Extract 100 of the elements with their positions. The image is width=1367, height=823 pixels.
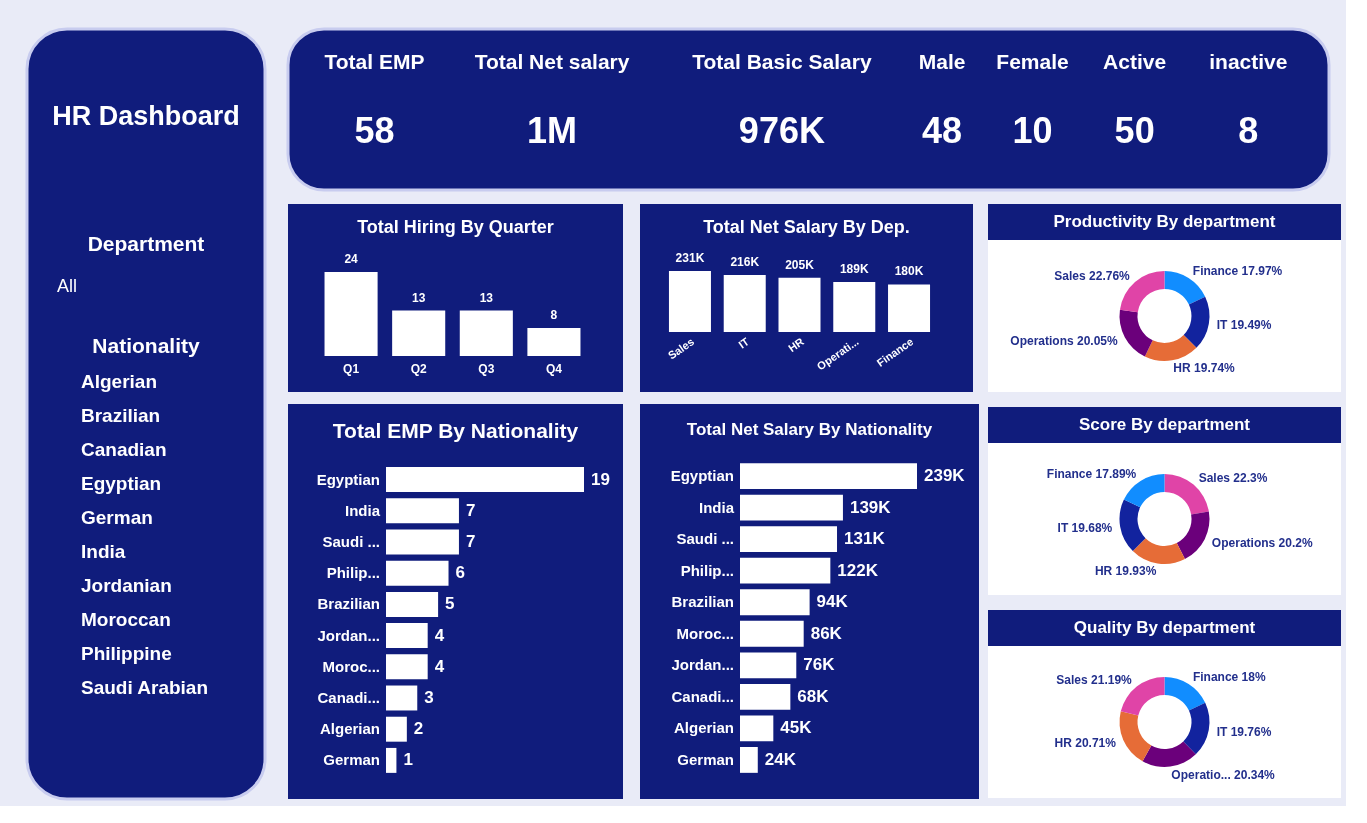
- text: All: [57, 276, 78, 296]
- data-label: 7: [465, 532, 476, 551]
- chart-title: Total Net Salary By Dep.: [703, 217, 910, 237]
- data-label: 45K: [780, 718, 813, 738]
- data-label: 13: [479, 290, 494, 305]
- x-tick-label: Q2: [410, 362, 428, 376]
- data-label: 13: [412, 290, 426, 305]
- y-tick-label: Jordan...: [317, 626, 380, 644]
- bar: [740, 557, 831, 584]
- slice-label: HR 19.93%: [1094, 564, 1157, 579]
- donut-slice: [1144, 335, 1197, 361]
- category-label: Total EMP: [324, 50, 425, 73]
- data-label: 139K: [849, 497, 892, 517]
- x-tick-label: Q1: [343, 362, 360, 376]
- data-label: 24K: [764, 749, 797, 769]
- category-label: India: [81, 541, 126, 562]
- chart-title: Quality By department: [1073, 618, 1256, 637]
- category-label: Active: [1103, 50, 1167, 73]
- category-label: German: [81, 507, 153, 528]
- category-label: inactive: [1209, 50, 1288, 73]
- y-tick-label: Algerian: [673, 719, 734, 737]
- y-tick-label: Philip...: [680, 561, 734, 579]
- bar: [386, 498, 459, 524]
- category-label: Egyptian: [81, 473, 162, 494]
- bar: [740, 463, 917, 490]
- bar: [386, 560, 449, 586]
- slice-label: IT 19.76%: [1216, 724, 1272, 739]
- text: Department: [87, 232, 205, 255]
- bar: [386, 747, 397, 773]
- donut-slice: [1132, 538, 1185, 564]
- bar: [668, 271, 711, 332]
- data-label: 48: [922, 110, 963, 151]
- bar: [740, 652, 797, 679]
- data-label: 239K: [924, 466, 966, 486]
- data-label: 231K: [675, 251, 705, 265]
- slice-label: HR 20.71%: [1054, 736, 1117, 751]
- y-tick-label: Moroc...: [676, 624, 734, 642]
- bar: [888, 284, 931, 332]
- bar: [386, 654, 428, 680]
- slice-label: IT 19.68%: [1057, 521, 1113, 536]
- data-label: 10: [1012, 110, 1053, 151]
- data-label: 94K: [816, 592, 849, 612]
- bar: [386, 591, 439, 617]
- data-label: 1: [403, 750, 413, 770]
- donut-slice: [1183, 296, 1210, 348]
- text: HR Dashboard: [52, 101, 240, 131]
- data-label: 131K: [844, 529, 886, 549]
- category-label: Female: [996, 50, 1069, 73]
- data-label: 8: [550, 308, 558, 322]
- data-label: 4: [434, 625, 445, 645]
- y-tick-label: Egyptian: [316, 470, 380, 488]
- slice-label: Finance 17.97%: [1192, 264, 1283, 279]
- data-label: 976K: [738, 110, 825, 151]
- y-tick-label: India: [698, 498, 735, 516]
- slice-label: IT 19.49%: [1216, 317, 1272, 332]
- slice-label: Sales 22.3%: [1198, 471, 1268, 486]
- y-tick-label: Saudi ...: [322, 533, 380, 550]
- bar: [778, 277, 821, 332]
- data-label: 19: [591, 469, 610, 489]
- data-label: 76K: [803, 655, 836, 675]
- bar: [740, 715, 774, 742]
- y-tick-label: Saudi ...: [676, 530, 734, 548]
- category-label: Algerian: [81, 371, 158, 392]
- data-label: 24: [344, 252, 359, 266]
- data-label: 180K: [894, 264, 924, 279]
- donut-slice: [1142, 741, 1196, 767]
- data-label: 68K: [797, 686, 830, 706]
- y-tick-label: Moroc...: [322, 657, 380, 675]
- category-label: Philippine: [81, 643, 172, 664]
- data-label: 122K: [837, 560, 879, 580]
- donut-slice: [1119, 309, 1153, 357]
- donut-slice: [1183, 702, 1210, 755]
- data-label: 189K: [839, 262, 869, 277]
- y-tick-label: Canadi...: [317, 689, 380, 706]
- y-tick-label: Philip...: [326, 564, 380, 582]
- bar: [740, 683, 791, 710]
- category-label: Male: [918, 50, 966, 73]
- slice-label: Sales 22.76%: [1054, 268, 1131, 283]
- text: Nationality: [92, 334, 200, 357]
- bar: [723, 274, 766, 332]
- chart-title: Total Net Salary By Nationality: [686, 420, 933, 439]
- bar: [740, 526, 838, 553]
- bar: [740, 494, 843, 521]
- y-tick-label: Jordan...: [671, 656, 734, 674]
- chart-title: Total Hiring By Quarter: [357, 217, 554, 237]
- slice-label: Sales 21.19%: [1056, 673, 1133, 688]
- donut-slice: [1176, 511, 1210, 560]
- data-label: 4: [434, 656, 445, 676]
- bar: [740, 620, 804, 647]
- x-tick-label: HR: [785, 335, 806, 355]
- category-label: Brazilian: [81, 405, 161, 426]
- category-label: Moroccan: [81, 609, 171, 630]
- chart-title: Productivity By department: [1053, 212, 1276, 231]
- data-label: 6: [455, 563, 465, 583]
- slice-label: Finance 18%: [1192, 670, 1266, 685]
- bar: [740, 589, 810, 616]
- bar: [386, 623, 428, 649]
- y-tick-label: Brazilian: [671, 593, 734, 611]
- chart-title: Score By department: [1079, 415, 1251, 434]
- bar: [386, 685, 418, 711]
